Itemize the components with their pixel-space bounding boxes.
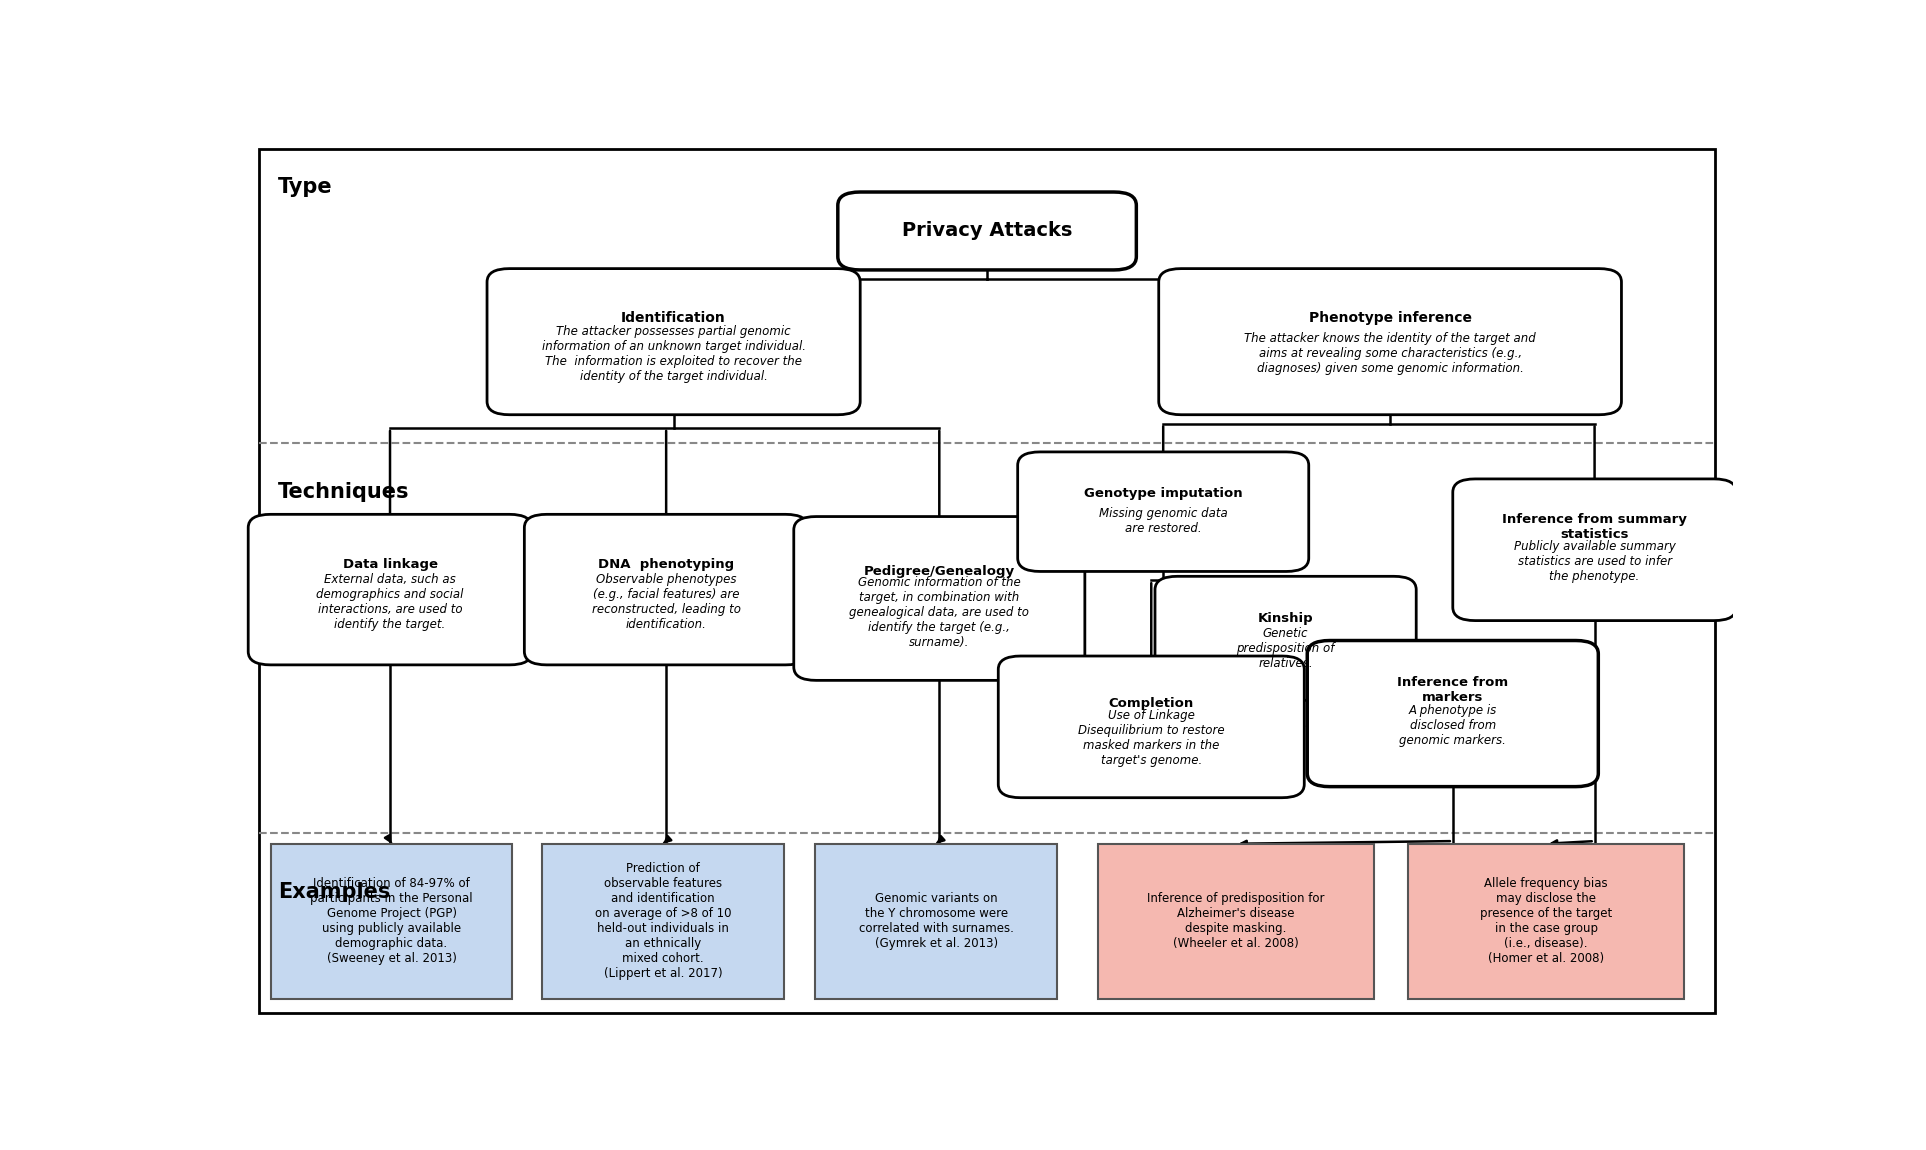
Text: Use of Linkage
Disequilibrium to restore
masked markers in the
target's genome.: Use of Linkage Disequilibrium to restore…: [1079, 710, 1225, 767]
FancyBboxPatch shape: [1159, 269, 1622, 415]
Text: Genotype imputation: Genotype imputation: [1084, 486, 1242, 499]
FancyBboxPatch shape: [838, 192, 1136, 270]
Bar: [1408, 844, 1683, 998]
Text: Genetic
predisposition of
relatives.: Genetic predisposition of relatives.: [1236, 627, 1335, 669]
FancyBboxPatch shape: [248, 514, 532, 665]
Text: Observable phenotypes
(e.g., facial features) are
reconstructed, leading to
iden: Observable phenotypes (e.g., facial feat…: [591, 573, 742, 631]
Text: Inference from summary
statistics: Inference from summary statistics: [1502, 513, 1687, 540]
Text: Completion: Completion: [1109, 697, 1194, 711]
Text: Inference from
markers: Inference from markers: [1396, 676, 1508, 704]
Text: Pedigree/Genealogy: Pedigree/Genealogy: [863, 565, 1015, 577]
Text: Kinship: Kinship: [1258, 612, 1314, 626]
Text: A phenotype is
disclosed from
genomic markers.: A phenotype is disclosed from genomic ma…: [1400, 704, 1506, 748]
Text: Publicly available summary
statistics are used to infer
the phenotype.: Publicly available summary statistics ar…: [1514, 539, 1676, 583]
FancyBboxPatch shape: [1308, 641, 1599, 787]
Text: DNA  phenotyping: DNA phenotyping: [599, 558, 734, 572]
Text: Examples: Examples: [277, 882, 391, 903]
Text: Prediction of
observable features
and identification
on average of >8 of 10
held: Prediction of observable features and id…: [595, 862, 732, 980]
Text: Privacy Attacks: Privacy Attacks: [901, 222, 1073, 240]
Text: Identification of 84-97% of
participants in the Personal
Genome Project (PGP)
us: Identification of 84-97% of participants…: [310, 877, 472, 965]
FancyBboxPatch shape: [524, 514, 809, 665]
FancyBboxPatch shape: [487, 269, 861, 415]
FancyBboxPatch shape: [258, 148, 1716, 1013]
Text: Missing genomic data
are restored.: Missing genomic data are restored.: [1100, 507, 1227, 535]
Text: Inference of predisposition for
Alzheimer's disease
despite masking.
(Wheeler et: Inference of predisposition for Alzheime…: [1146, 892, 1325, 950]
Text: Techniques: Techniques: [277, 482, 410, 503]
Bar: [1098, 844, 1373, 998]
FancyBboxPatch shape: [998, 656, 1304, 798]
Text: Genomic variants on
the Y chromosome were
correlated with surnames.
(Gymrek et a: Genomic variants on the Y chromosome wer…: [859, 892, 1013, 950]
Text: Type: Type: [277, 177, 333, 197]
Text: The attacker possesses partial genomic
information of an unknown target individu: The attacker possesses partial genomic i…: [541, 324, 805, 383]
FancyBboxPatch shape: [1452, 478, 1737, 621]
Text: Genomic information of the
target, in combination with
genealogical data, are us: Genomic information of the target, in co…: [849, 576, 1028, 649]
Bar: [272, 844, 512, 998]
Bar: [815, 844, 1057, 998]
Text: The attacker knows the identity of the target and
aims at revealing some charact: The attacker knows the identity of the t…: [1244, 332, 1535, 375]
Text: Data linkage: Data linkage: [343, 558, 437, 572]
FancyBboxPatch shape: [794, 516, 1084, 681]
FancyBboxPatch shape: [1156, 576, 1416, 700]
Text: Identification: Identification: [622, 310, 726, 324]
Bar: [543, 844, 784, 998]
Text: Allele frequency bias
may disclose the
presence of the target
in the case group
: Allele frequency bias may disclose the p…: [1479, 877, 1612, 965]
FancyBboxPatch shape: [1017, 452, 1310, 572]
Text: Phenotype inference: Phenotype inference: [1308, 310, 1471, 324]
Text: External data, such as
demographics and social
interactions, are used to
identif: External data, such as demographics and …: [316, 573, 464, 631]
